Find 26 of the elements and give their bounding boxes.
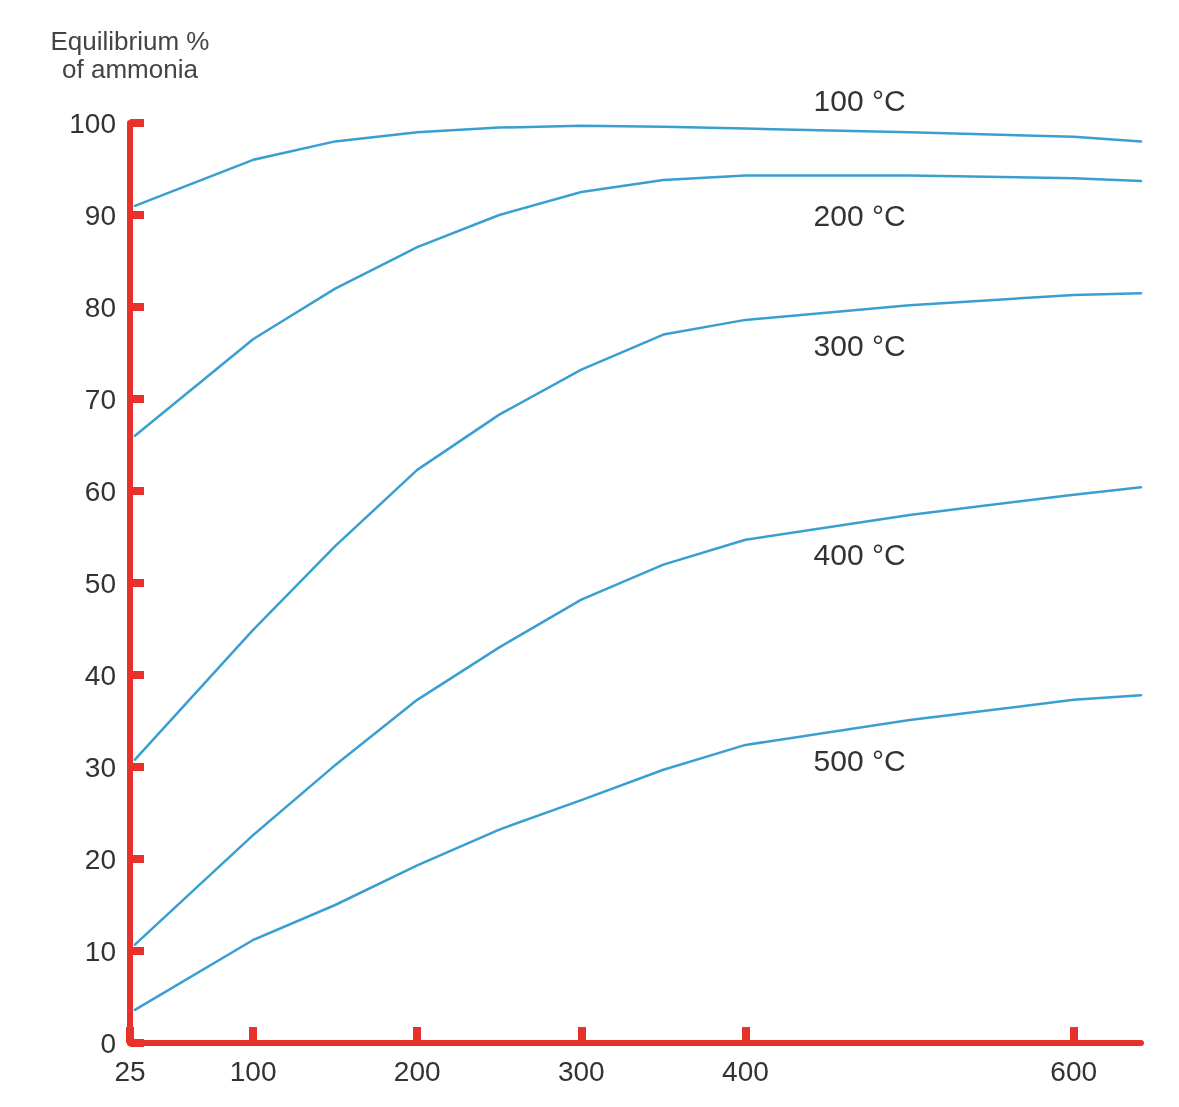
- y-tick-label: 40: [84, 659, 116, 691]
- y-tick-label: 20: [84, 843, 116, 875]
- y-tick-label: 30: [84, 751, 116, 783]
- y-tick-label: 70: [84, 383, 116, 415]
- line-series: [133, 486, 1143, 946]
- x-tick-label: 100: [229, 1055, 277, 1087]
- y-tick-label: 0: [100, 1027, 116, 1059]
- y-axis-title: Equilibrium % of ammonia: [50, 26, 210, 84]
- y-tick-label: 100: [69, 107, 116, 139]
- y-tick-label: 80: [84, 291, 116, 323]
- line-series: [133, 174, 1143, 438]
- x-tick-label: 600: [1050, 1055, 1098, 1087]
- x-tick-label: 25: [114, 1055, 146, 1087]
- y-tick-label: 10: [84, 935, 116, 967]
- series-label: 400 °C: [813, 538, 906, 572]
- series-label: 200 °C: [813, 198, 906, 232]
- line-series: [133, 693, 1143, 1012]
- x-tick-label: 300: [557, 1055, 605, 1087]
- y-tick-label: 60: [84, 475, 116, 507]
- series-label: 300 °C: [813, 328, 906, 362]
- series-label: 100 °C: [813, 83, 906, 117]
- x-tick-label: 200: [393, 1055, 441, 1087]
- x-tick-label: 400: [722, 1055, 769, 1087]
- y-tick-label: 50: [84, 567, 116, 599]
- y-tick-label: 90: [84, 199, 116, 231]
- series-label: 500 °C: [813, 743, 906, 777]
